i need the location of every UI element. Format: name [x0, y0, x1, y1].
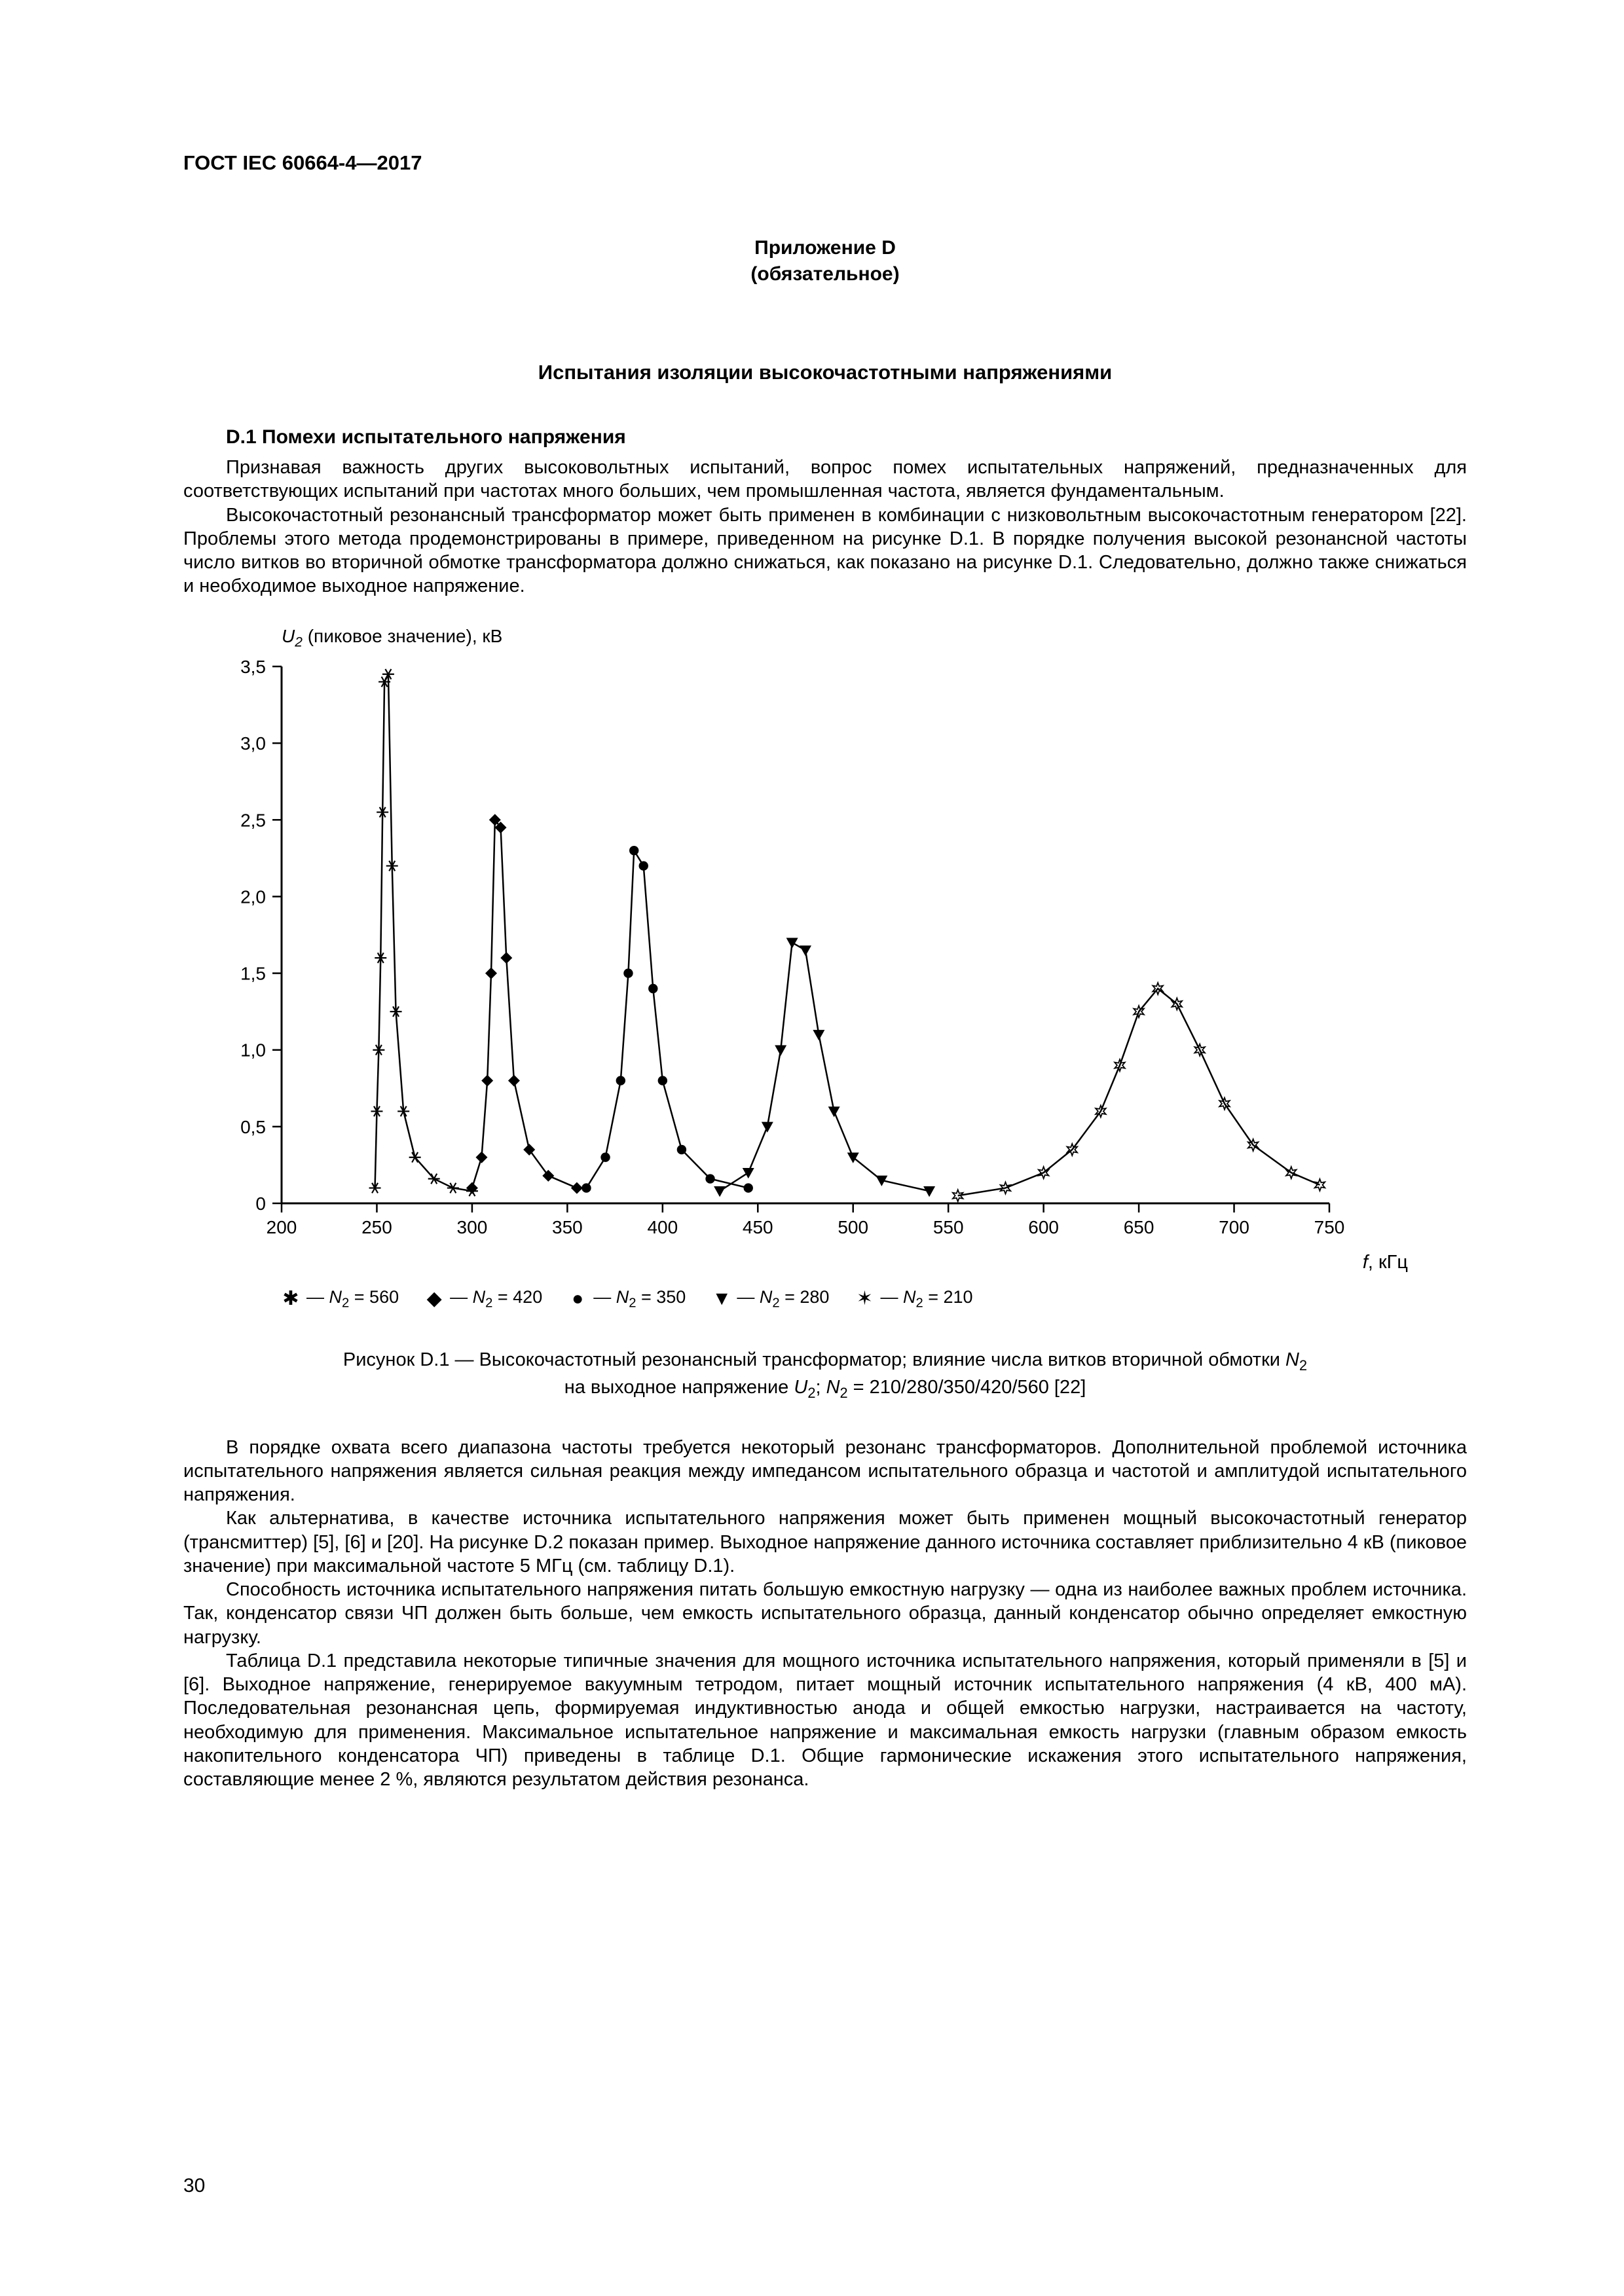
svg-text:650: 650 — [1124, 1217, 1154, 1237]
annex-label-line2: (обязательное) — [750, 263, 899, 285]
paragraph: Признавая важность других высоковольтных… — [183, 456, 1467, 503]
svg-text:700: 700 — [1219, 1217, 1249, 1237]
svg-text:300: 300 — [457, 1217, 488, 1237]
legend-item: ●— N2 = 350 — [568, 1286, 686, 1312]
svg-text:2,0: 2,0 — [240, 887, 266, 907]
doc-standard-header: ГОСТ IEC 60664-4—2017 — [183, 151, 1467, 176]
annex-title: Испытания изоляции высокочастотными напр… — [183, 360, 1467, 386]
figure-d1: U2 (пиковое значение), кВ 0 0,5 1,0 1,5 2,0 2… — [183, 625, 1467, 1403]
svg-text:400: 400 — [647, 1217, 678, 1237]
page-number: 30 — [183, 2174, 205, 2198]
svg-text:0: 0 — [255, 1194, 266, 1214]
svg-text:1,0: 1,0 — [240, 1040, 266, 1061]
legend-item: ✶— N2 = 210 — [855, 1286, 972, 1312]
section-d1-body: Признавая важность других высоковольтных… — [183, 456, 1467, 598]
annex-label: Приложение D (обязательное) — [183, 235, 1467, 288]
svg-text:0,5: 0,5 — [240, 1117, 266, 1137]
svg-text:600: 600 — [1028, 1217, 1059, 1237]
page: ГОСТ IEC 60664-4—2017 Приложение D (обяз… — [0, 0, 1624, 2296]
svg-text:250: 250 — [361, 1217, 392, 1237]
svg-text:3,0: 3,0 — [240, 733, 266, 754]
svg-text:350: 350 — [552, 1217, 583, 1237]
paragraph: Высокочастотный резонансный трансформато… — [183, 503, 1467, 598]
annex-label-line1: Приложение D — [754, 237, 896, 259]
chart-plot: 0 0,5 1,0 1,5 2,0 2,5 3,0 3,5 200 250 300 350 400 450… — [183, 653, 1414, 1256]
legend-item: ▼— N2 = 280 — [712, 1286, 829, 1312]
x-axis-label: f, кГц — [183, 1250, 1408, 1274]
svg-text:550: 550 — [933, 1217, 964, 1237]
legend-item: ✱— N2 = 560 — [282, 1286, 399, 1312]
svg-text:750: 750 — [1314, 1217, 1345, 1237]
svg-text:450: 450 — [743, 1217, 773, 1237]
svg-text:200: 200 — [267, 1217, 297, 1237]
after-figure-body: В порядке охвата всего диапазона частоты… — [183, 1436, 1467, 1792]
figure-caption: Рисунок D.1 — Высокочастотный резонансны… — [183, 1347, 1467, 1402]
svg-text:2,5: 2,5 — [240, 811, 266, 831]
section-d1-heading: D.1 Помехи испытательного напряжения — [183, 425, 1467, 450]
svg-text:3,5: 3,5 — [240, 657, 266, 677]
paragraph: Таблица D.1 представила некоторые типичн… — [183, 1649, 1467, 1792]
legend-item: ◆— N2 = 420 — [425, 1286, 542, 1312]
paragraph: В порядке охвата всего диапазона частоты… — [183, 1436, 1467, 1507]
svg-text:1,5: 1,5 — [240, 964, 266, 984]
paragraph: Как альтернатива, в качестве источника и… — [183, 1506, 1467, 1578]
y-axis-label: U2 (пиковое значение), кВ — [282, 625, 1467, 651]
svg-text:500: 500 — [838, 1217, 868, 1237]
chart-legend: ✱— N2 = 560 ◆— N2 = 420 ●— N2 = 350 ▼— N2 =… — [282, 1286, 1467, 1312]
paragraph: Способность источника испытательного нап… — [183, 1578, 1467, 1649]
